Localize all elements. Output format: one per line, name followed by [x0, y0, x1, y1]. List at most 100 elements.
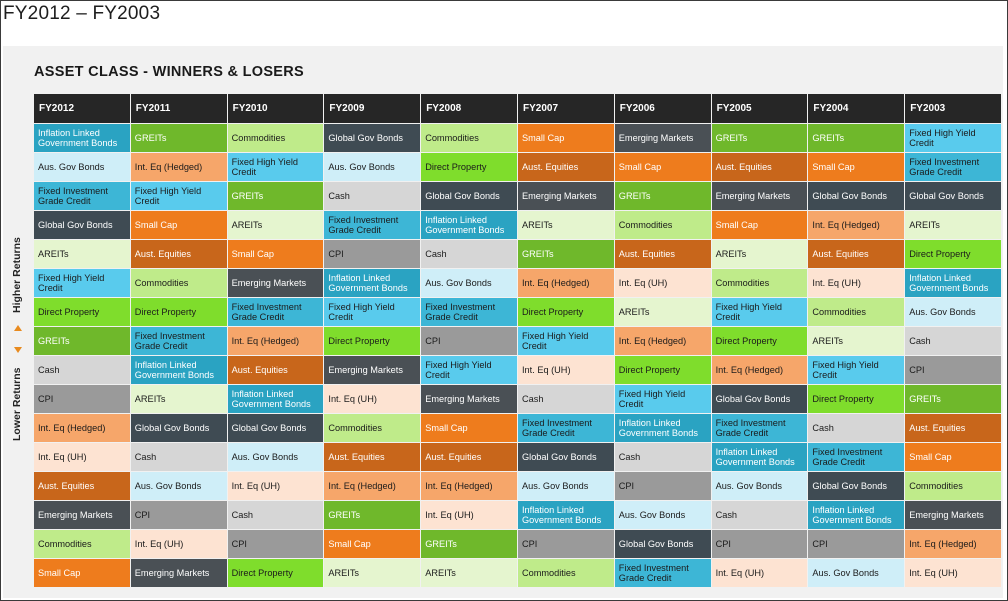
table-cell: Inflation Linked Government Bonds: [324, 269, 421, 297]
table-cell: Emerging Markets: [34, 501, 130, 529]
table-cell: Emerging Markets: [324, 356, 421, 384]
table-cell: Cash: [324, 182, 421, 210]
table-cell: Inflation Linked Government Bonds: [518, 501, 614, 529]
table-cell: Int. Eq (Hedged): [421, 472, 517, 500]
table-cell: Fixed Investment Grade Credit: [130, 327, 227, 355]
asset-class-table: FY2012 Inflation Linked Government Bonds A…: [34, 94, 1002, 591]
table-cell: Fixed Investment Grade Credit: [34, 182, 130, 210]
table-cell: Cash: [130, 443, 227, 471]
table-cell: Aus. Gov Bonds: [711, 472, 808, 500]
table-cell: Fixed High Yield Credit: [421, 356, 517, 384]
table-cell: Aus. Gov Bonds: [421, 269, 517, 297]
lower-returns-label: Lower Returns: [11, 367, 23, 441]
table-cell: Cash: [518, 385, 614, 413]
table-cell: Cash: [34, 356, 130, 384]
table-cell: Direct Property: [227, 559, 324, 587]
table-cell: Global Gov Bonds: [324, 124, 421, 152]
table-cell: Inflation Linked Government Bonds: [711, 443, 808, 471]
table-cell: Commodities: [324, 414, 421, 442]
table-cell: Int. Eq (Hedged): [518, 269, 614, 297]
column-header: FY2012: [34, 94, 130, 123]
table-cell: Int. Eq (UH): [614, 269, 711, 297]
table-cell: CPI: [808, 530, 905, 558]
table-cell: Direct Property: [421, 153, 517, 181]
table-cell: Aust. Equities: [421, 443, 517, 471]
table-cell: Fixed High Yield Credit: [227, 153, 324, 181]
table-cell: Aust. Equities: [130, 240, 227, 268]
table-cell: Aust. Equities: [34, 472, 130, 500]
table-cell: Aus. Gov Bonds: [130, 472, 227, 500]
table-cell: Commodities: [808, 298, 905, 326]
table-cell: Fixed Investment Grade Credit: [421, 298, 517, 326]
table-cell: Commodities: [421, 124, 517, 152]
table-cell: Aus. Gov Bonds: [905, 298, 1001, 326]
table-cell: Commodities: [34, 530, 130, 558]
table-cell: Int. Eq (UH): [711, 559, 808, 587]
table-cell: GREITs: [421, 530, 517, 558]
table-cell: Int. Eq (Hedged): [130, 153, 227, 181]
table-cell: Inflation Linked Government Bonds: [421, 211, 517, 239]
table-cell: Int. Eq (UH): [905, 559, 1001, 587]
table-cell: AREITs: [808, 327, 905, 355]
table-cell: AREITs: [130, 385, 227, 413]
table-cell: CPI: [905, 356, 1001, 384]
table-cell: GREITs: [614, 182, 711, 210]
table-cell: CPI: [421, 327, 517, 355]
table-cell: Global Gov Bonds: [808, 182, 905, 210]
table-cell: Inflation Linked Government Bonds: [130, 356, 227, 384]
table-cell: Global Gov Bonds: [34, 211, 130, 239]
table-cell: Fixed High Yield Credit: [905, 124, 1001, 152]
table-cell: Emerging Markets: [227, 269, 324, 297]
column-header: FY2009: [324, 94, 421, 123]
higher-returns-label: Higher Returns: [11, 237, 23, 313]
table-cell: AREITs: [518, 211, 614, 239]
table-cell: Cash: [905, 327, 1001, 355]
table-cell: GREITs: [227, 182, 324, 210]
table-cell: Int. Eq (UH): [808, 269, 905, 297]
table-cell: CPI: [324, 240, 421, 268]
table-cell: Fixed Investment Grade Credit: [905, 153, 1001, 181]
table-cell: Emerging Markets: [518, 182, 614, 210]
table-cell: Int. Eq (Hedged): [227, 327, 324, 355]
table-cell: Cash: [614, 443, 711, 471]
table-cell: Small Cap: [324, 530, 421, 558]
table-cell: Global Gov Bonds: [227, 414, 324, 442]
table-cell: Int. Eq (UH): [130, 530, 227, 558]
table-cell: Inflation Linked Government Bonds: [34, 124, 130, 152]
table-cell: Int. Eq (UH): [227, 472, 324, 500]
table-cell: CPI: [614, 472, 711, 500]
table-cell: Small Cap: [518, 124, 614, 152]
table-cell: AREITs: [227, 211, 324, 239]
table-cell: Direct Property: [518, 298, 614, 326]
table-cell: Global Gov Bonds: [711, 385, 808, 413]
table-cell: Aust. Equities: [905, 414, 1001, 442]
table-cell: Int. Eq (Hedged): [324, 472, 421, 500]
table-cell: Aust. Equities: [518, 153, 614, 181]
table-cell: Small Cap: [614, 153, 711, 181]
table-cell: Fixed Investment Grade Credit: [808, 443, 905, 471]
table-cell: Inflation Linked Government Bonds: [808, 501, 905, 529]
table-cell: AREITs: [34, 240, 130, 268]
table-cell: Fixed High Yield Credit: [130, 182, 227, 210]
table-cell: GREITs: [34, 327, 130, 355]
table-cell: GREITs: [808, 124, 905, 152]
table-cell: Small Cap: [130, 211, 227, 239]
table-cell: Direct Property: [905, 240, 1001, 268]
table-cell: Int. Eq (Hedged): [34, 414, 130, 442]
table-cell: Global Gov Bonds: [421, 182, 517, 210]
table-cell: Fixed High Yield Credit: [614, 385, 711, 413]
table-cell: Small Cap: [711, 211, 808, 239]
table-cell: CPI: [711, 530, 808, 558]
table-cell: GREITs: [130, 124, 227, 152]
table-cell: Aus. Gov Bonds: [324, 153, 421, 181]
table-cell: Emerging Markets: [711, 182, 808, 210]
chart-title: ASSET CLASS - WINNERS & LOSERS: [34, 64, 305, 80]
table-cell: Fixed Investment Grade Credit: [227, 298, 324, 326]
table-cell: Emerging Markets: [614, 124, 711, 152]
table-cell: Int. Eq (UH): [34, 443, 130, 471]
column-header: FY2007: [518, 94, 614, 123]
table-cell: Fixed High Yield Credit: [711, 298, 808, 326]
column-header: FY2004: [808, 94, 905, 123]
table-cell: Cash: [808, 414, 905, 442]
table-cell: Int. Eq (Hedged): [808, 211, 905, 239]
